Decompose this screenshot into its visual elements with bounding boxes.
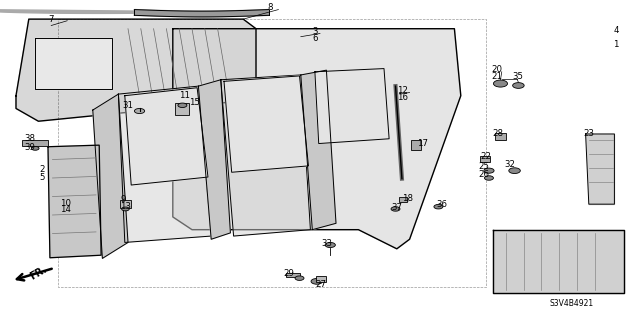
Text: 25: 25 [479,162,490,171]
Text: 15: 15 [189,98,200,107]
Bar [411,140,421,150]
Polygon shape [118,86,211,242]
Text: 4: 4 [613,26,619,35]
Circle shape [134,108,145,114]
Text: 11: 11 [179,91,190,100]
Text: 6: 6 [312,34,318,43]
Circle shape [513,83,524,88]
Circle shape [122,207,129,211]
Text: FR.: FR. [28,264,49,282]
Polygon shape [224,76,308,172]
Polygon shape [125,88,208,185]
Polygon shape [16,19,256,121]
Circle shape [484,176,493,180]
Text: 27: 27 [315,280,326,289]
Text: 22: 22 [480,152,491,161]
Text: 3: 3 [312,27,318,36]
Polygon shape [35,38,112,89]
Polygon shape [493,230,624,293]
Circle shape [484,168,494,173]
Bar [399,197,408,202]
Text: 9: 9 [120,195,125,204]
Text: 16: 16 [397,93,408,102]
Polygon shape [198,80,230,239]
Text: 31: 31 [123,101,134,110]
Polygon shape [134,10,269,17]
Polygon shape [93,94,128,258]
Circle shape [434,204,443,209]
Text: 29: 29 [283,269,294,278]
Polygon shape [173,29,461,249]
Circle shape [391,207,400,211]
Bar [120,200,131,208]
Text: 10: 10 [60,199,70,208]
Text: 18: 18 [402,194,413,203]
Polygon shape [221,75,310,236]
Text: 32: 32 [504,160,515,169]
Circle shape [295,276,304,280]
Text: 12: 12 [397,86,408,95]
Text: 28: 28 [493,129,504,138]
Polygon shape [301,70,336,230]
Text: 7: 7 [48,15,54,24]
Text: S3V4B4921: S3V4B4921 [549,299,593,308]
Text: 8: 8 [268,4,273,12]
Bar [286,272,300,277]
Bar [22,140,48,146]
Polygon shape [48,145,101,258]
Text: 1: 1 [613,40,619,49]
Bar [316,276,326,282]
Circle shape [178,103,187,108]
Text: 37: 37 [392,204,403,212]
Text: 13: 13 [120,202,131,211]
Text: 2: 2 [40,165,45,174]
Text: 36: 36 [436,200,447,209]
Circle shape [31,146,39,150]
Circle shape [509,168,520,174]
Text: 21: 21 [492,72,502,81]
Circle shape [311,278,323,284]
Text: 5: 5 [40,173,45,182]
Circle shape [493,80,508,87]
Text: 35: 35 [512,72,523,81]
Polygon shape [586,134,614,204]
Bar [495,133,506,140]
Bar [175,103,189,115]
Text: 14: 14 [60,205,70,214]
Bar [480,156,490,162]
Polygon shape [315,69,389,144]
Text: 38: 38 [24,134,35,143]
Text: 26: 26 [479,170,490,179]
Polygon shape [0,10,218,13]
Circle shape [325,242,335,248]
Text: 17: 17 [417,139,428,148]
Text: 23: 23 [584,129,595,138]
Text: 20: 20 [492,65,502,74]
Text: 33: 33 [321,239,332,248]
Text: 39: 39 [24,143,35,152]
